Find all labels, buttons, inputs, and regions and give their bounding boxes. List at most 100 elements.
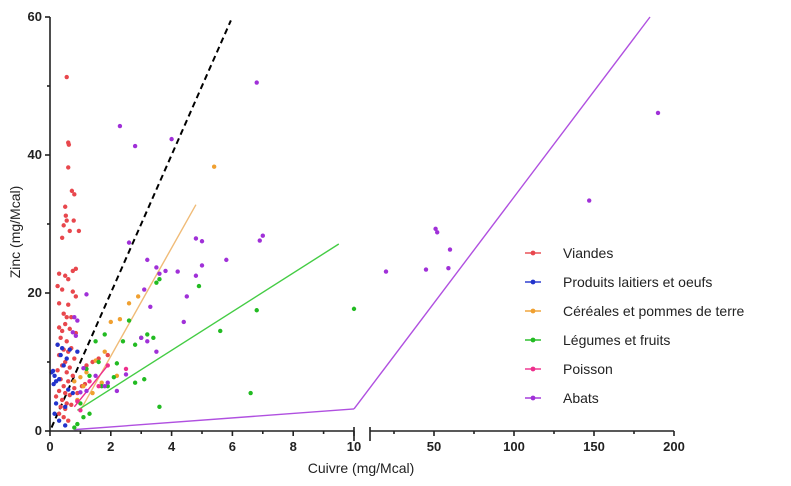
data-point [148,304,153,309]
data-point [66,165,71,170]
data-point [64,356,69,361]
legend-item: Poisson [525,361,613,377]
data-point [76,228,82,234]
data-point [62,321,68,327]
data-point [67,365,72,370]
data-point [102,349,107,354]
data-point [67,228,72,234]
data-point [78,408,83,413]
data-point [56,325,62,330]
data-point [196,283,202,289]
legend-label: Viandes [563,245,613,261]
data-point [117,123,123,129]
data-point [64,401,69,406]
data-point [99,380,104,385]
data-point [61,383,66,389]
x-tick-label: 10 [347,439,361,454]
trend-line-2 [76,243,340,411]
data-point [117,317,123,322]
y-tick-label: 40 [28,147,42,162]
data-point [126,301,132,306]
data-point [87,411,92,416]
data-point [587,198,592,203]
data-point [175,269,180,274]
data-point [154,265,159,270]
data-point [66,302,71,307]
data-point [151,335,156,341]
legend-item: Légumes et fruits [525,332,670,348]
legend-label: Légumes et fruits [563,332,670,348]
x-tick-label: 200 [663,439,685,454]
data-point [120,339,126,344]
data-point [218,328,223,334]
data-point [132,342,138,347]
legend-swatch-dot [530,366,536,372]
data-point [72,356,77,361]
data-point [63,213,69,218]
data-point [126,240,132,245]
data-point [90,390,95,396]
legend-item: Céréales et pommes de terre [525,303,745,319]
data-point [102,332,107,337]
data-point [132,143,138,149]
data-point [66,418,71,423]
data-point [655,110,661,116]
data-point [193,236,199,241]
data-point [64,339,69,344]
legend-label: Produits laitiers et oeufs [563,274,712,290]
x-tick-label: 2 [107,439,114,454]
data-point [62,390,68,396]
data-point [145,257,150,263]
data-point [73,294,79,299]
data-point [55,368,60,373]
y-tick-label: 20 [28,285,42,300]
data-point [58,404,63,410]
legend-item: Viandes [525,245,613,261]
data-point [163,268,168,274]
data-point [66,142,72,147]
data-point [56,271,62,276]
data-point [81,366,86,371]
data-point [52,373,57,378]
data-point [75,399,80,404]
data-point [59,235,65,240]
data-point [62,423,68,428]
data-point [199,239,205,244]
data-point [224,257,229,263]
data-point [62,404,68,410]
data-point [59,397,65,403]
data-point [70,373,76,378]
data-point [62,273,68,278]
data-point [87,379,92,384]
axes: 0 20 40 60 0 2 4 6 8 10 50 100 150 200 [28,9,685,454]
data-point [145,339,150,344]
y-tick-label: 0 [35,423,42,438]
data-point [70,390,76,396]
data-point [154,280,159,285]
legend-label: Céréales et pommes de terre [563,303,745,319]
data-point [55,342,60,347]
trend-line-1 [79,204,197,411]
data-point [157,404,162,410]
data-point [61,311,66,316]
data-point [58,352,63,358]
data-point [56,301,62,306]
x-tick-label: 6 [229,439,236,454]
data-point [423,267,429,272]
data-point [70,268,76,274]
data-point [123,372,129,377]
data-point [111,374,117,380]
data-point [257,238,262,243]
data-point [69,188,75,194]
data-point [66,387,71,392]
x-tick-label: 0 [46,439,53,454]
data-point [72,192,77,197]
trend-line-4 [74,408,355,431]
data-point [56,411,62,416]
data-point [99,383,104,389]
data-point [199,263,205,268]
data-point [93,339,98,344]
data-point [53,394,59,399]
data-point [70,289,76,294]
data-point [53,401,59,406]
